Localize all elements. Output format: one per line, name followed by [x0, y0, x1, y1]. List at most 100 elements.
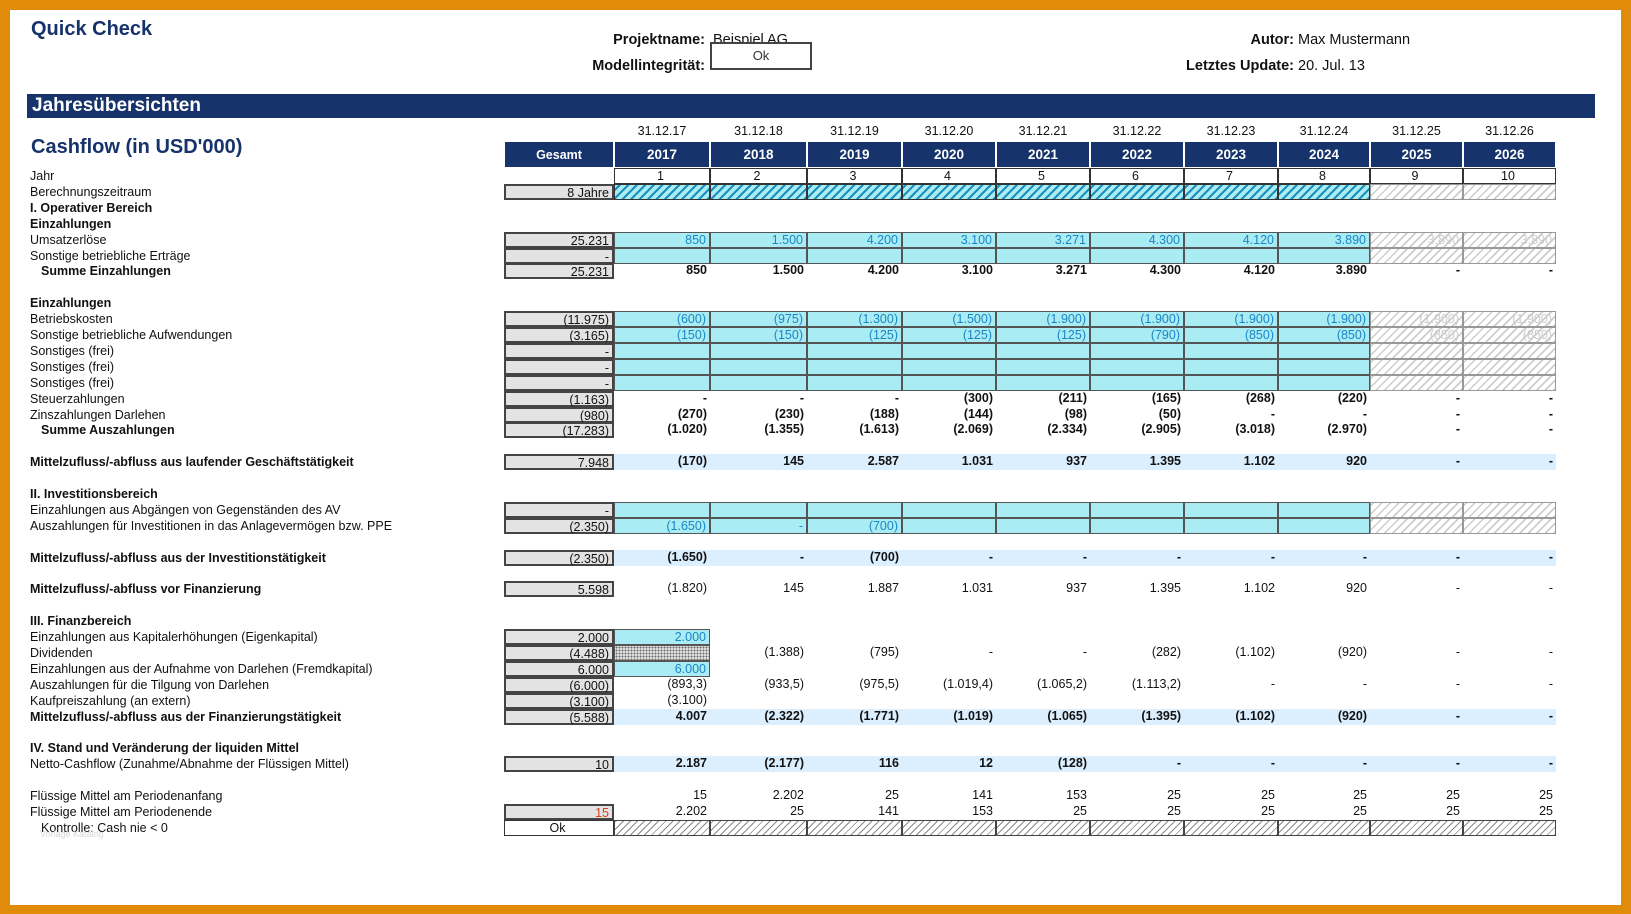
- year-value-cell[interactable]: [902, 518, 996, 534]
- year-value-cell[interactable]: -: [1455, 645, 1460, 659]
- year-value-cell[interactable]: [902, 629, 996, 645]
- year-value-cell[interactable]: (1.900): [1278, 311, 1370, 327]
- year-value-cell[interactable]: (600): [614, 311, 710, 327]
- year-value-cell[interactable]: [1463, 661, 1556, 677]
- year-value-cell[interactable]: [1370, 629, 1463, 645]
- year-value-cell[interactable]: [996, 502, 1090, 518]
- year-value-cell[interactable]: [1184, 248, 1278, 264]
- year-value-cell[interactable]: [1370, 184, 1463, 200]
- year-value-cell[interactable]: [807, 359, 902, 375]
- author-value[interactable]: Max Mustermann: [1298, 32, 1411, 48]
- year-value-cell[interactable]: (150): [614, 327, 710, 343]
- year-value-cell[interactable]: [996, 375, 1090, 391]
- year-value-cell[interactable]: (795): [869, 645, 899, 659]
- year-value-cell[interactable]: [710, 248, 807, 264]
- year-value-cell[interactable]: -: [710, 518, 807, 534]
- year-value-cell[interactable]: (125): [902, 327, 996, 343]
- year-value-cell[interactable]: (1.900): [1463, 311, 1556, 327]
- year-value-cell[interactable]: [1184, 518, 1278, 534]
- year-value-cell[interactable]: [614, 343, 710, 359]
- year-value-cell[interactable]: [614, 502, 710, 518]
- year-value-cell[interactable]: (1.102): [1235, 645, 1275, 659]
- year-value-cell[interactable]: [1278, 661, 1370, 677]
- year-value-cell[interactable]: [1370, 502, 1463, 518]
- row-total-cell[interactable]: -: [504, 248, 614, 264]
- row-total-cell[interactable]: 25.231: [504, 232, 614, 248]
- year-value-cell[interactable]: [996, 629, 1090, 645]
- year-value-cell[interactable]: [1184, 359, 1278, 375]
- year-value-cell[interactable]: (920): [1337, 645, 1367, 659]
- year-value-cell[interactable]: [1278, 184, 1370, 200]
- year-value-cell[interactable]: [1370, 375, 1463, 391]
- year-value-cell[interactable]: (1.388): [764, 645, 804, 659]
- year-value-cell[interactable]: [710, 629, 807, 645]
- year-value-cell[interactable]: [1184, 343, 1278, 359]
- row-total-cell[interactable]: (1.163): [504, 391, 614, 407]
- year-value-cell[interactable]: [1370, 518, 1463, 534]
- year-value-cell[interactable]: [710, 661, 807, 677]
- year-value-cell[interactable]: [1278, 248, 1370, 264]
- year-value-cell[interactable]: [902, 184, 996, 200]
- year-value-cell[interactable]: [1184, 502, 1278, 518]
- year-value-cell[interactable]: [614, 359, 710, 375]
- year-value-cell[interactable]: [807, 502, 902, 518]
- year-value-cell[interactable]: [807, 629, 902, 645]
- year-value-cell[interactable]: [1463, 359, 1556, 375]
- year-value-cell[interactable]: 3.100: [902, 232, 996, 248]
- row-total-cell[interactable]: (6.000): [504, 677, 614, 693]
- row-total-cell[interactable]: -: [504, 343, 614, 359]
- year-value-cell[interactable]: [902, 359, 996, 375]
- year-value-cell[interactable]: [1463, 248, 1556, 264]
- year-value-cell[interactable]: -: [1548, 645, 1553, 659]
- year-value-cell[interactable]: [1090, 375, 1184, 391]
- year-value-cell[interactable]: 3.890: [1278, 232, 1370, 248]
- year-value-cell[interactable]: 3.271: [996, 232, 1090, 248]
- year-value-cell[interactable]: (790): [1090, 327, 1184, 343]
- year-value-cell[interactable]: [807, 184, 902, 200]
- year-value-cell[interactable]: [902, 248, 996, 264]
- year-value-cell[interactable]: [1370, 359, 1463, 375]
- year-value-cell[interactable]: [1090, 184, 1184, 200]
- year-value-cell[interactable]: (1.900): [996, 311, 1090, 327]
- year-value-cell[interactable]: [1463, 343, 1556, 359]
- row-total-cell[interactable]: 7.948: [504, 454, 614, 470]
- year-value-cell[interactable]: [996, 359, 1090, 375]
- row-total-cell[interactable]: (4.488): [504, 645, 614, 661]
- year-value-cell[interactable]: (850): [1278, 327, 1370, 343]
- year-value-cell[interactable]: [710, 343, 807, 359]
- update-value[interactable]: 20. Jul. 13: [1298, 58, 1365, 74]
- year-value-cell[interactable]: [710, 502, 807, 518]
- year-value-cell[interactable]: [1463, 518, 1556, 534]
- year-value-cell[interactable]: (1.900): [1184, 311, 1278, 327]
- year-value-cell[interactable]: 1.500: [710, 232, 807, 248]
- year-value-cell[interactable]: (700): [807, 518, 902, 534]
- year-value-cell[interactable]: [1278, 343, 1370, 359]
- year-value-cell[interactable]: 3.890: [1370, 232, 1463, 248]
- year-value-cell[interactable]: (1.300): [807, 311, 902, 327]
- row-total-cell[interactable]: -: [504, 502, 614, 518]
- year-value-cell[interactable]: [614, 375, 710, 391]
- year-value-cell[interactable]: [1090, 629, 1184, 645]
- year-value-cell[interactable]: [807, 661, 902, 677]
- row-total-cell[interactable]: -: [504, 359, 614, 375]
- year-value-cell[interactable]: (850): [1370, 327, 1463, 343]
- year-value-cell[interactable]: [1463, 502, 1556, 518]
- row-total-cell[interactable]: (3.100): [504, 693, 614, 709]
- year-value-cell[interactable]: [902, 343, 996, 359]
- year-value-cell[interactable]: (1.900): [1370, 311, 1463, 327]
- row-total-cell[interactable]: 8 Jahre: [504, 184, 614, 200]
- year-value-cell[interactable]: [1278, 629, 1370, 645]
- year-value-cell[interactable]: [1278, 502, 1370, 518]
- year-value-cell[interactable]: [902, 661, 996, 677]
- year-value-cell[interactable]: [996, 248, 1090, 264]
- year-value-cell[interactable]: (282): [1151, 645, 1181, 659]
- year-value-cell[interactable]: 4.120: [1184, 232, 1278, 248]
- year-value-cell[interactable]: [1278, 359, 1370, 375]
- year-value-cell[interactable]: (125): [807, 327, 902, 343]
- year-value-cell[interactable]: (975): [710, 311, 807, 327]
- year-value-cell[interactable]: [1370, 661, 1463, 677]
- row-total-cell[interactable]: 5.598: [504, 581, 614, 597]
- year-value-cell[interactable]: [614, 184, 710, 200]
- year-value-cell[interactable]: (125): [996, 327, 1090, 343]
- year-value-cell[interactable]: [1090, 518, 1184, 534]
